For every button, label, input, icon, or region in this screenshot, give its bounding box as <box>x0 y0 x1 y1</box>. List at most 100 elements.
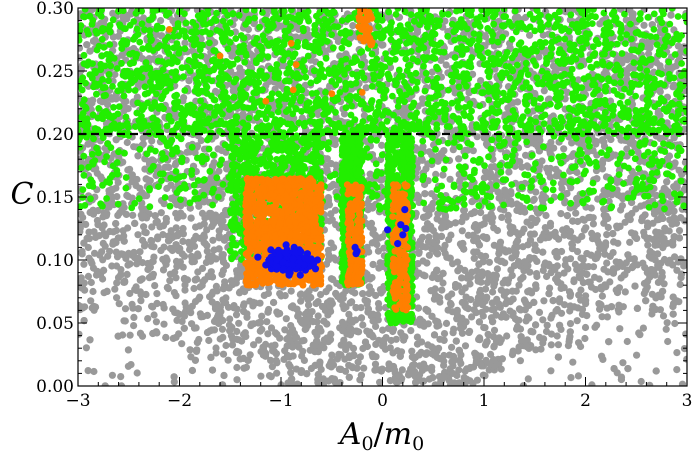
gray-point <box>209 236 217 244</box>
gray-point <box>440 330 449 338</box>
gray-point <box>497 365 505 373</box>
gray-point <box>208 290 216 298</box>
gray-point <box>124 166 132 174</box>
gray-point <box>642 286 650 294</box>
gray-point <box>418 366 426 374</box>
gray-point <box>523 162 531 170</box>
gray-point <box>238 337 246 345</box>
gray-point <box>498 213 506 221</box>
gray-point <box>547 367 555 375</box>
gray-point <box>170 378 178 386</box>
gray-point <box>506 307 514 315</box>
gray-point <box>598 313 606 321</box>
gray-point <box>577 342 585 351</box>
gray-point <box>572 209 580 217</box>
gray-point <box>458 227 466 235</box>
gray-point <box>616 325 624 333</box>
gray-point <box>78 247 86 256</box>
gray-point <box>133 260 141 268</box>
gray-point <box>192 347 201 355</box>
gray-point <box>458 274 466 282</box>
gray-point <box>203 247 211 255</box>
gray-point <box>97 173 105 181</box>
gray-point <box>216 335 224 343</box>
gray-point <box>674 42 683 50</box>
gray-point <box>244 356 252 364</box>
gray-point <box>81 286 89 294</box>
gray-point <box>673 366 681 374</box>
gray-point <box>276 334 284 342</box>
gray-point <box>235 319 243 327</box>
gray-point <box>121 305 130 313</box>
gray-point <box>670 207 678 215</box>
gray-point <box>324 194 332 202</box>
gray-point <box>369 317 377 325</box>
gray-point <box>589 263 598 271</box>
gray-point <box>440 361 448 369</box>
gray-point <box>603 313 612 321</box>
gray-point <box>577 286 585 294</box>
gray-point <box>229 335 237 343</box>
gray-point <box>537 345 545 353</box>
gray-point <box>300 336 308 345</box>
gray-point <box>518 229 526 237</box>
gray-point <box>201 240 209 248</box>
gray-point <box>228 341 237 349</box>
gray-point <box>368 274 376 282</box>
gray-point <box>256 299 264 307</box>
gray-point <box>99 256 107 264</box>
gray-point <box>469 147 477 155</box>
gray-point <box>102 212 110 220</box>
gray-point <box>461 284 469 292</box>
gray-point <box>589 220 598 228</box>
gray-point <box>652 228 660 236</box>
gray-point <box>357 371 365 379</box>
gray-point <box>546 173 554 181</box>
gray-point <box>428 273 436 282</box>
gray-point <box>233 327 241 336</box>
gray-point <box>527 221 535 229</box>
gray-point <box>372 291 380 300</box>
gray-point <box>79 213 87 222</box>
gray-point <box>241 288 249 296</box>
gray-point <box>659 214 667 222</box>
gray-point <box>359 344 367 353</box>
gray-point <box>138 259 147 267</box>
gray-point <box>117 373 125 381</box>
gray-point <box>258 325 266 333</box>
gray-point <box>372 340 380 348</box>
gray-point <box>354 358 362 366</box>
gray-point <box>554 341 563 349</box>
gray-point <box>514 237 522 245</box>
gray-point <box>192 223 200 231</box>
gray-point <box>517 275 525 283</box>
gray-point <box>682 330 687 338</box>
gray-point <box>130 313 138 321</box>
gray-point <box>535 53 543 61</box>
gray-point <box>560 231 568 239</box>
gray-point <box>428 68 436 76</box>
gray-point <box>150 311 158 319</box>
gray-point <box>299 347 307 355</box>
gray-point <box>449 329 457 337</box>
gray-point <box>82 344 90 352</box>
gray-point <box>288 325 297 333</box>
gray-point <box>655 263 663 271</box>
gray-point <box>475 241 484 249</box>
gray-point <box>457 359 465 367</box>
gray-point <box>267 356 275 364</box>
gray-point <box>633 351 641 359</box>
gray-point <box>260 291 268 299</box>
gray-point <box>490 326 499 334</box>
gray-point <box>478 308 486 316</box>
gray-point <box>561 261 569 269</box>
gray-point <box>547 314 555 322</box>
gray-point <box>527 327 535 335</box>
gray-point <box>526 268 534 276</box>
gray-point <box>208 222 216 231</box>
gray-point <box>139 236 147 244</box>
gray-point <box>558 247 566 256</box>
gray-point <box>87 278 95 287</box>
gray-point <box>306 346 314 354</box>
